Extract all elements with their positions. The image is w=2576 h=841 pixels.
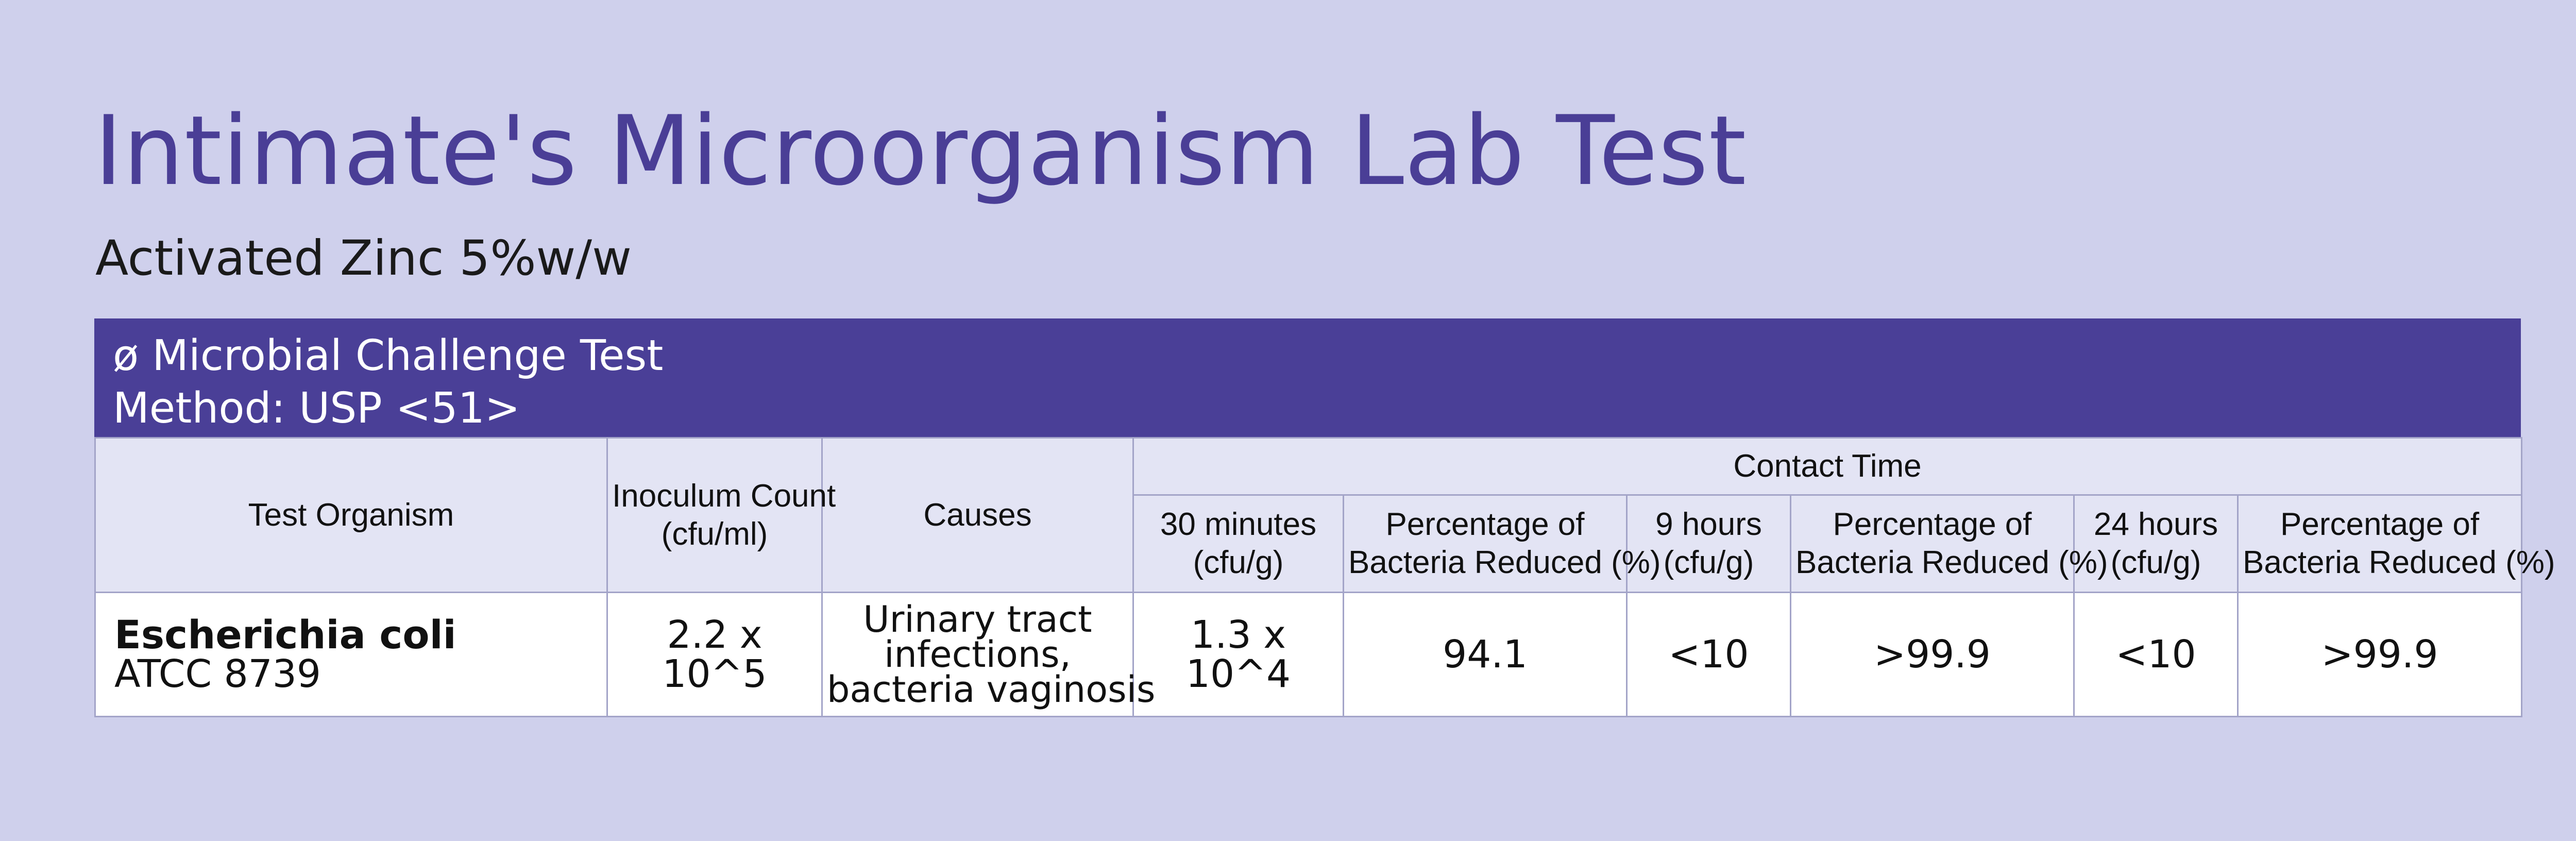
results-panel: ø Microbial Challenge Test Method: USP <…: [94, 318, 2555, 717]
header-test-organism: Test Organism: [94, 437, 608, 593]
cell-30-minutes: 1.3 x 10^4: [1132, 592, 1344, 717]
header-30-minutes-line2: (cfu/g): [1193, 545, 1284, 580]
cell-24-hours: <10: [2073, 592, 2239, 717]
header-inoculum-count: Inoculum Count (cfu/ml): [606, 437, 836, 593]
page-subtitle: Activated Zinc 5%w/w: [95, 230, 632, 287]
page-title: Intimate's Microorganism Lab Test: [94, 95, 1747, 207]
causes-line1: Urinary tract: [863, 598, 1092, 641]
cell-9-hours: <10: [1626, 592, 1791, 717]
banner-method: Method: USP <51>: [113, 384, 520, 433]
table-row: Escherichia coli ATCC 8739 2.2 x 10^5 Ur…: [94, 592, 2523, 717]
banner-test-name: ø Microbial Challenge Test: [113, 331, 664, 380]
header-percent-24h-line1: Percentage of: [2280, 507, 2480, 542]
cell-inoculum-count: 2.2 x 10^5: [606, 592, 823, 717]
header-percent-9h-line2: Bacteria Reduced (%): [1795, 545, 2108, 580]
header-30-minutes: 30 minutes (cfu/g): [1132, 494, 1344, 593]
header-percent-30-minutes: Percentage of Bacteria Reduced (%): [1343, 494, 1661, 593]
organism-code: ATCC 8739: [114, 652, 321, 696]
header-9-hours: 9 hours (cfu/g): [1626, 494, 1791, 593]
cell-percent-9-hours: >99.9: [1790, 592, 2075, 717]
header-9-hours-line2: (cfu/g): [1663, 545, 1754, 580]
header-percent-24h-line2: Bacteria Reduced (%): [2243, 545, 2555, 580]
header-percent-30-line1: Percentage of: [1385, 507, 1585, 542]
causes-line3: bacteria vaginosis: [827, 668, 1156, 711]
header-percent-9-hours: Percentage of Bacteria Reduced (%): [1790, 494, 2108, 593]
causes-line2: infections,: [884, 633, 1071, 676]
cell-percent-24-hours: >99.9: [2236, 592, 2523, 717]
test-banner: ø Microbial Challenge Test Method: USP <…: [94, 318, 2521, 437]
cell-test-organism: Escherichia coli ATCC 8739: [94, 592, 608, 717]
header-24-hours-line2: (cfu/g): [2110, 545, 2201, 580]
header-inoculum-line1: Inoculum Count: [612, 478, 836, 514]
header-percent-24-hours: Percentage of Bacteria Reduced (%): [2236, 494, 2555, 593]
header-percent-30-line2: Bacteria Reduced (%): [1348, 545, 1661, 580]
header-9-hours-line1: 9 hours: [1655, 507, 1762, 542]
cell-percent-30-minutes: 94.1: [1343, 592, 1628, 717]
header-30-minutes-line1: 30 minutes: [1160, 507, 1317, 542]
header-percent-9h-line1: Percentage of: [1833, 507, 2032, 542]
organism-name: Escherichia coli: [114, 612, 456, 658]
header-24-hours-line1: 24 hours: [2093, 507, 2218, 542]
results-table: Test Organism Inoculum Count (cfu/ml) Ca…: [94, 437, 2555, 717]
header-24-hours: 24 hours (cfu/g): [2073, 494, 2239, 593]
header-contact-time: Contact Time: [1132, 437, 2523, 496]
header-causes: Causes: [821, 437, 1134, 593]
header-inoculum-line2: (cfu/ml): [661, 516, 768, 552]
cell-causes: Urinary tract infections, bacteria vagin…: [821, 592, 1156, 717]
